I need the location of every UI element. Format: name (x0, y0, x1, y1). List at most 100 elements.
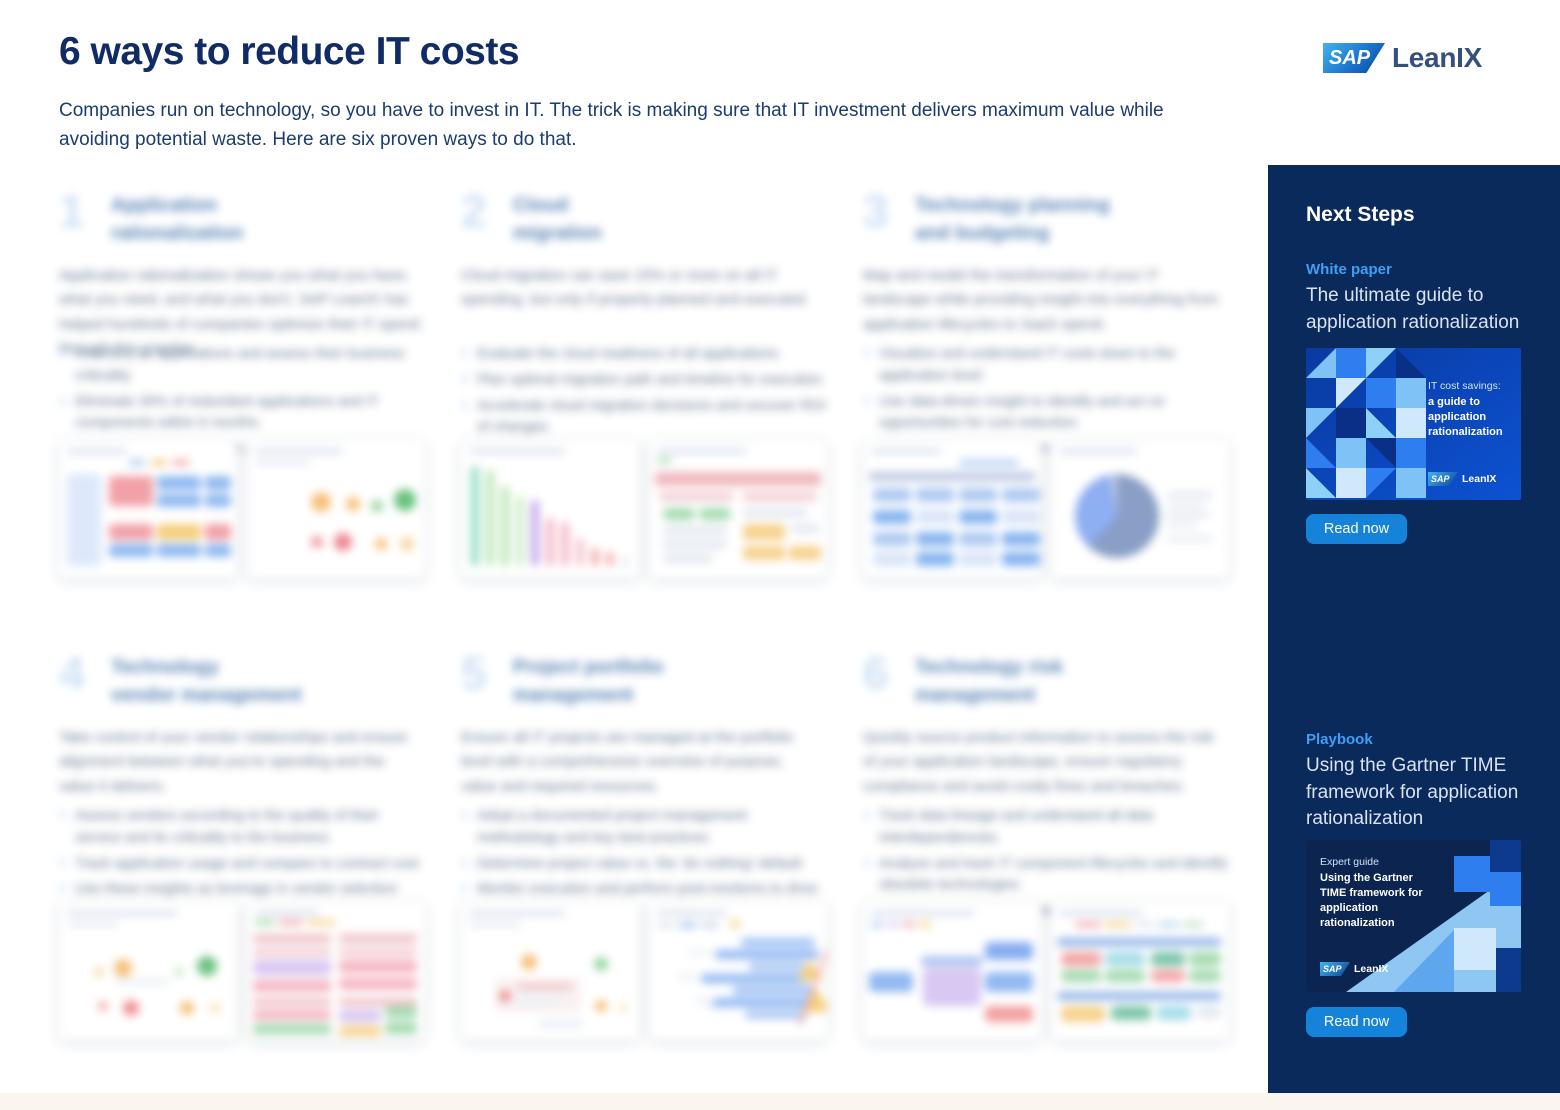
thumbnail-shape (1002, 552, 1040, 566)
report-thumbnail (649, 440, 827, 578)
thumbnail-shape (743, 492, 817, 501)
cover-eyebrow: IT cost savings: (1428, 380, 1501, 392)
thumbnail-shape (67, 910, 177, 916)
thumbnail-shape (1111, 1006, 1151, 1020)
thumbnail-shape (657, 910, 727, 916)
report-thumbnail (1051, 902, 1229, 1040)
thumbnail-shape (699, 508, 731, 520)
whitepaper-cover[interactable]: IT cost savings: a guide to application … (1306, 348, 1521, 500)
thumbnail-shape (174, 967, 184, 977)
read-now-button-whitepaper[interactable]: Read now (1306, 514, 1407, 544)
thumbnail-shape (205, 494, 231, 507)
thumbnail-shape (109, 524, 153, 540)
section-thumbnails (863, 902, 1229, 1040)
thumbnail-shape (657, 922, 675, 928)
report-thumbnail (461, 440, 639, 578)
next-steps-sidebar: Next Steps White paper The ultimate guid… (1268, 165, 1560, 1093)
thumbnail-shape (873, 552, 911, 566)
report-thumbnail (461, 902, 639, 1040)
thumbnail-shape (985, 1006, 1033, 1022)
thumbnail-shape (255, 910, 319, 916)
thumbnail-shape (1105, 970, 1145, 982)
thumbnail-shape (1157, 1006, 1191, 1020)
playbook-cover[interactable]: Expert guide Using the Gartner TIME fram… (1306, 840, 1521, 992)
thumbnail-shape (94, 967, 104, 977)
thumbnail-shape (255, 448, 343, 454)
thumbnail-shape (873, 488, 911, 502)
thumbnail-shape (339, 934, 417, 943)
report-thumbnail (1051, 440, 1229, 578)
thumbnail-shape (210, 1003, 220, 1013)
thumbnail-shape (594, 957, 608, 971)
section-number: 3 (863, 185, 889, 237)
section-6: 6 Technology risk management Quickly source… (863, 650, 1229, 1110)
thumbnail-shape (157, 544, 201, 557)
thumbnail-shape (621, 558, 629, 566)
thumbnail-shape (1167, 512, 1209, 517)
section-thumbnails (461, 902, 827, 1040)
thumbnail-shape (985, 942, 1033, 960)
thumbnail-shape (486, 470, 494, 566)
bullet-item: Determine project value vs. the 'do noth… (461, 854, 826, 876)
thumbnail-shape (469, 922, 521, 927)
thumbnail-shape (157, 494, 201, 507)
thumbnail-shape (657, 458, 671, 463)
section-header: 5 Project portfolio management (461, 647, 826, 709)
section-4: 4 Technology vendor management Take control… (59, 650, 425, 1110)
thumbnail-shape (253, 1024, 331, 1034)
bullet-item: Track data lineage and understand all da… (863, 806, 1228, 850)
bullet-item: Track application usage and compare to c… (59, 854, 424, 876)
thumbnail-shape (385, 1022, 417, 1034)
thumbnail-shape (619, 1004, 627, 1012)
bullet-item: Assess vendors according to the quality … (59, 806, 424, 850)
section-5: 5 Project portfolio management Ensure all I… (461, 647, 827, 1110)
cover-eyebrow: Expert guide (1320, 856, 1379, 868)
thumbnail-shape (959, 552, 997, 566)
section-body: Take control of your vendor relationship… (59, 729, 408, 795)
sap-leanix-logo: SAP LeanIX (1320, 962, 1388, 976)
sap-logo-icon: SAP (1322, 43, 1385, 73)
section-number: 2 (461, 185, 487, 237)
bullet-item: Inventory all applications and assess th… (59, 344, 424, 388)
thumbnail-shape (743, 546, 785, 560)
bullet-item: Plan optimal migration path and timeline… (461, 370, 826, 392)
report-thumbnail (863, 440, 1041, 578)
thumbnail-shape (334, 533, 352, 551)
read-now-button-playbook[interactable]: Read now (1306, 1007, 1407, 1037)
thumbnail-shape (1057, 992, 1221, 1000)
thumbnail-shape (1135, 922, 1155, 927)
thumbnail-shape (701, 922, 719, 928)
thumbnail-shape (887, 922, 899, 927)
thumbnail-shape (339, 948, 417, 956)
thumbnail-shape (375, 538, 387, 550)
resource-kind-whitepaper: White paper (1306, 261, 1392, 278)
page-title: 6 ways to reduce IT costs (59, 30, 520, 73)
thumbnail-shape (517, 984, 573, 989)
thumbnail-shape (109, 476, 153, 506)
thumbnail-shape (339, 978, 417, 990)
thumbnail-shape (743, 524, 785, 540)
thumbnail-shape (180, 1001, 194, 1015)
thumbnail-shape (346, 497, 360, 511)
section-number: 5 (461, 647, 487, 699)
section-title: Technology planning and budgeting (915, 194, 1110, 244)
thumbnail-shape (339, 1026, 381, 1036)
thumbnail-shape (745, 1010, 807, 1019)
thumbnail-shape (871, 910, 975, 916)
thumbnail-shape (1075, 922, 1101, 927)
thumbnail-shape (919, 922, 931, 927)
section-title: Project portfolio management (513, 656, 664, 706)
leanix-wordmark: LeanIX (1391, 42, 1482, 73)
section-bullets: Assess vendors according to the quality … (59, 806, 424, 927)
thumbnail-shape (921, 956, 983, 966)
section-header: 4 Technology vendor management (59, 650, 424, 709)
thumbnail-shape (663, 508, 695, 520)
section-title: Cloud migration (513, 194, 602, 244)
sidebar-heading: Next Steps (1306, 203, 1415, 226)
thumbnail-shape (517, 994, 565, 999)
thumbnail-shape (1167, 502, 1205, 507)
thumbnail-shape (501, 486, 509, 566)
resource-kind-playbook: Playbook (1306, 731, 1373, 748)
thumbnail-shape (253, 948, 331, 956)
